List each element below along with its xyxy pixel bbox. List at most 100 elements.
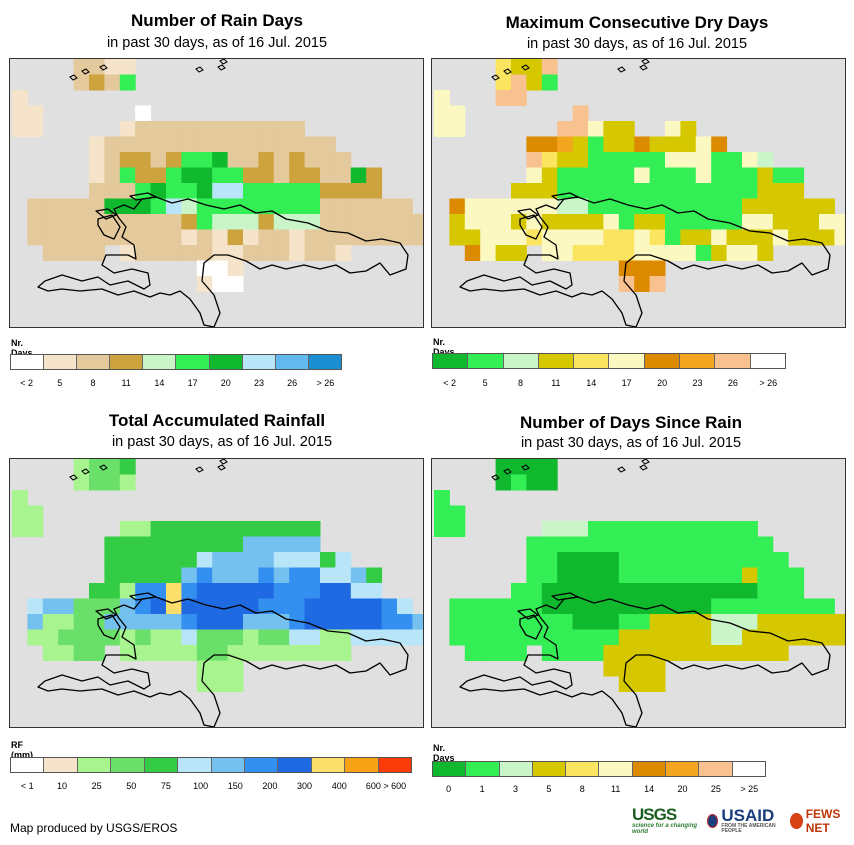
grid-cell [819, 214, 835, 230]
grid-cell [541, 152, 558, 168]
grid-cell [273, 645, 290, 661]
grid-cell [350, 167, 367, 184]
grid-cell [273, 152, 290, 168]
legend-swatch [503, 354, 539, 368]
grid-cell [572, 183, 589, 199]
grid-cell [726, 167, 743, 184]
grid-cell [557, 552, 574, 568]
grid-cell [320, 629, 336, 646]
grid-cell [397, 598, 413, 615]
grid-cell [819, 198, 835, 215]
grid-cell [273, 536, 290, 553]
grid-cell [618, 660, 635, 677]
grid-cell [665, 214, 681, 230]
grid-cell [196, 260, 213, 277]
grid-cell [772, 567, 789, 584]
map-total-rainfall[interactable] [9, 458, 424, 728]
grid-cell [119, 552, 136, 568]
grid-cell [480, 598, 497, 615]
grid-cell [181, 567, 198, 584]
grid-cell [227, 260, 244, 277]
legend-swatch [609, 354, 645, 368]
grid-cell [680, 567, 697, 584]
grid-cell [273, 214, 290, 230]
key-outline [195, 66, 204, 73]
grid-cell [135, 245, 152, 261]
legend-swatch [566, 762, 600, 776]
legend-label: 1 [479, 784, 485, 794]
grid-cell [181, 552, 198, 568]
grid-cell [757, 152, 774, 168]
grid-cell [289, 629, 306, 646]
legend-swatch [433, 354, 469, 368]
grid-cell [227, 229, 244, 246]
grid-cell [135, 198, 152, 215]
legend-swatch [345, 758, 379, 772]
grid-cell [480, 229, 497, 246]
grid-cell [649, 567, 666, 584]
grid-cell [104, 74, 121, 91]
grid-cell [135, 521, 152, 537]
island-outline [519, 214, 543, 240]
legend-title: Nr. Days [11, 338, 33, 358]
grid-cell [495, 214, 512, 230]
grid-cell [89, 152, 105, 168]
grid-cell [366, 629, 383, 646]
map-rain-days[interactable] [9, 58, 424, 328]
grid-cell [464, 629, 481, 646]
grid-cell [680, 598, 697, 615]
usgs-logo: USGS science for a changing world [632, 806, 697, 835]
grid-cell [572, 167, 589, 184]
legend-swatch [599, 762, 633, 776]
grid-cell [273, 198, 290, 215]
grid-cell [273, 136, 290, 153]
island-outline [129, 592, 157, 601]
grid-cell [788, 167, 805, 184]
grid-cell [511, 474, 527, 491]
grid-cell [449, 505, 466, 522]
fews-seal-icon [790, 812, 803, 829]
legend-swatch [499, 762, 533, 776]
map-days-since-rain[interactable] [431, 458, 846, 728]
grid-cell [449, 521, 466, 537]
legend-swatch [433, 762, 467, 776]
grid-cell [166, 583, 182, 599]
grid-cell [557, 214, 574, 230]
grid-cell [603, 198, 620, 215]
grid-cell [258, 645, 275, 661]
grid-cell [119, 567, 136, 584]
grid-cell [726, 245, 743, 261]
grid-cell [572, 198, 589, 215]
legend-swatch [77, 355, 111, 369]
grid-cell [618, 136, 635, 153]
grid-cell [480, 629, 497, 646]
grid-cell [757, 245, 774, 261]
grid-cell [603, 245, 620, 261]
grid-cell [196, 214, 213, 230]
grid-cell [227, 276, 244, 292]
grid-cell [757, 598, 774, 615]
grid-cell [649, 214, 666, 230]
grid-cell [58, 229, 75, 246]
grid-cell [495, 459, 512, 475]
grid-cell [649, 614, 666, 630]
grid-cell [119, 214, 136, 230]
grid-cell [89, 459, 105, 475]
map-max-dry-days[interactable] [431, 58, 846, 328]
legend-label: 8 [517, 378, 524, 388]
grid-cell [665, 614, 681, 630]
grid-cell [73, 245, 90, 261]
grid-cell [634, 198, 651, 215]
grid-cell [104, 474, 121, 491]
grid-cell [772, 167, 789, 184]
grid-cell [350, 567, 367, 584]
grid-cell [711, 536, 728, 553]
grid-cell [212, 521, 229, 537]
grid-cell [511, 459, 527, 475]
grid-cell [289, 136, 306, 153]
grid-cell [788, 183, 805, 199]
grid-cell [73, 74, 90, 91]
grid-cell [541, 474, 558, 491]
grid-cell [695, 552, 712, 568]
grid-cell [320, 598, 336, 615]
